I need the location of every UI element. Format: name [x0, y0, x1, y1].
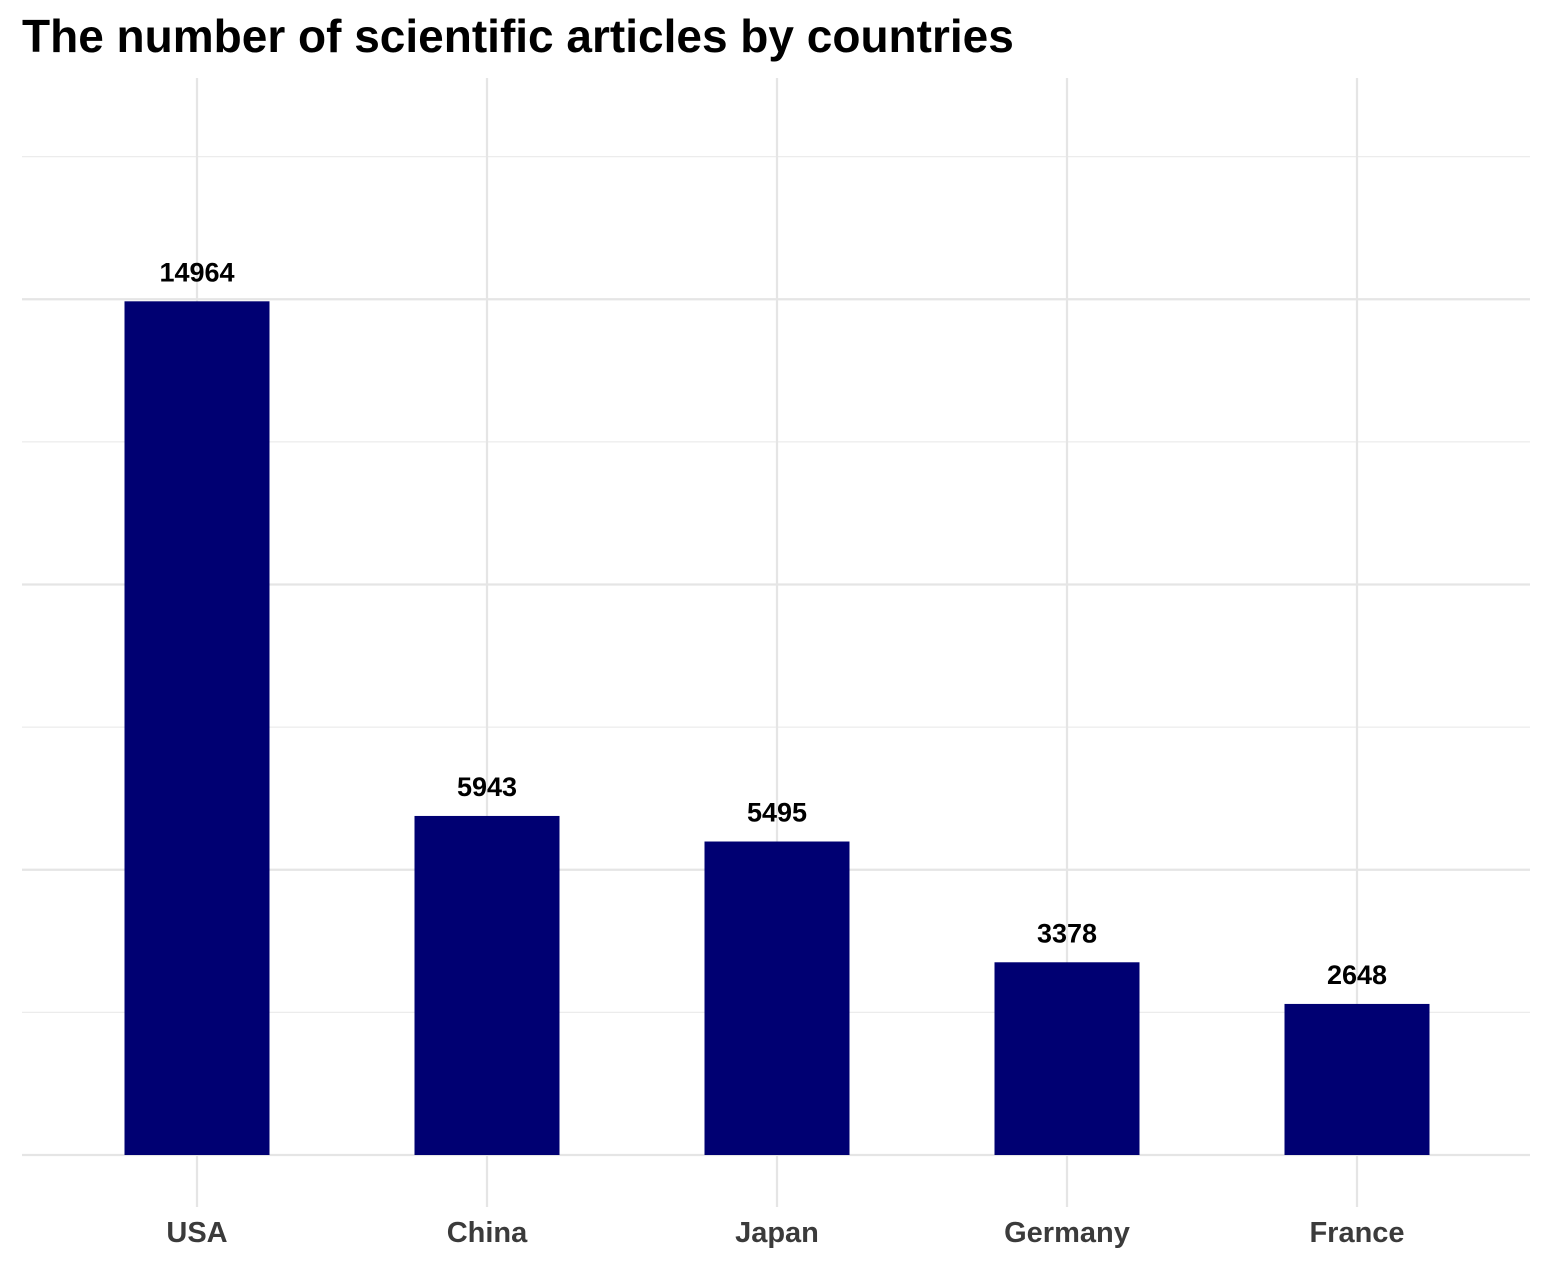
- bar-value-label: 3378: [1037, 918, 1097, 948]
- bars: [124, 301, 1430, 1155]
- bar-value-labels: 14964 5943 5495 3378 2648: [159, 257, 1387, 990]
- x-axis-tick-labels: USA China Japan Germany France: [166, 1217, 1404, 1249]
- bar-value-label: 5495: [747, 798, 807, 828]
- bar: [994, 962, 1140, 1155]
- bar: [124, 301, 270, 1155]
- bar: [1284, 1003, 1430, 1155]
- bar-value-label: 14964: [159, 257, 234, 287]
- bar-value-label: 2648: [1327, 960, 1387, 990]
- x-tick-label: USA: [166, 1217, 227, 1249]
- x-tick-label: France: [1309, 1217, 1404, 1249]
- chart-title: The number of scientific articles by cou…: [22, 10, 1014, 62]
- bar: [704, 841, 850, 1155]
- x-tick-label: China: [447, 1217, 528, 1249]
- x-tick-label: Japan: [735, 1217, 819, 1249]
- x-tick-label: Germany: [1004, 1217, 1130, 1249]
- bar-value-label: 5943: [457, 772, 517, 802]
- bar: [414, 815, 560, 1155]
